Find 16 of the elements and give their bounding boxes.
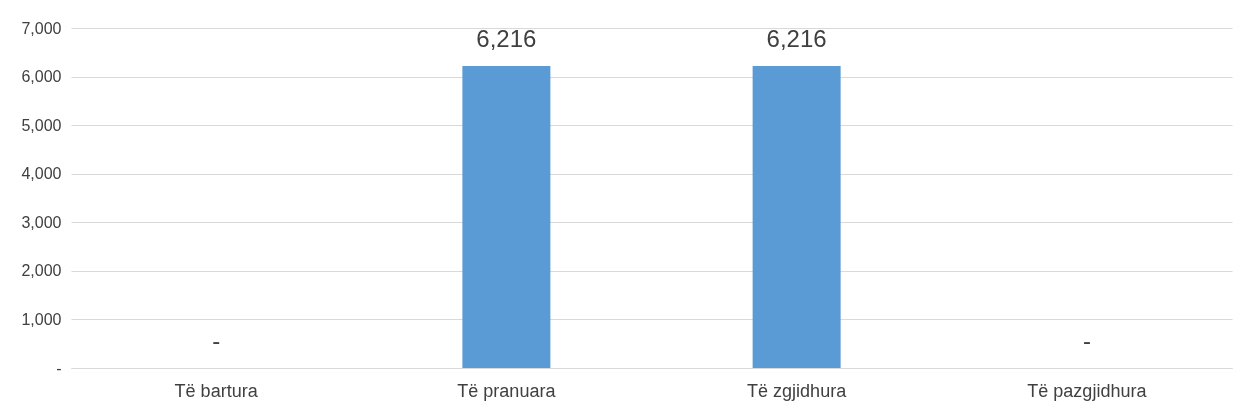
y-tick-label: 6,000 — [21, 68, 62, 86]
y-tick-label: - — [56, 359, 62, 377]
y-tick-label: 7,000 — [21, 19, 62, 37]
data-label: - — [212, 327, 221, 354]
x-tick-label: Të bartura — [174, 380, 259, 401]
x-tick-label: Të pazgjidhura — [1027, 380, 1148, 401]
data-label: - — [1082, 327, 1091, 354]
x-tick-label: Të pranuara — [457, 380, 557, 401]
y-tick-label: 2,000 — [21, 262, 62, 280]
y-tick-label: 5,000 — [21, 116, 62, 134]
x-tick-label: Të zgjidhura — [747, 380, 848, 401]
y-tick-label: 1,000 — [21, 310, 62, 328]
y-tick-label: 3,000 — [21, 213, 62, 231]
data-label: 6,216 — [766, 25, 827, 53]
data-label: 6,216 — [476, 25, 537, 53]
y-tick-label: 4,000 — [21, 165, 62, 183]
